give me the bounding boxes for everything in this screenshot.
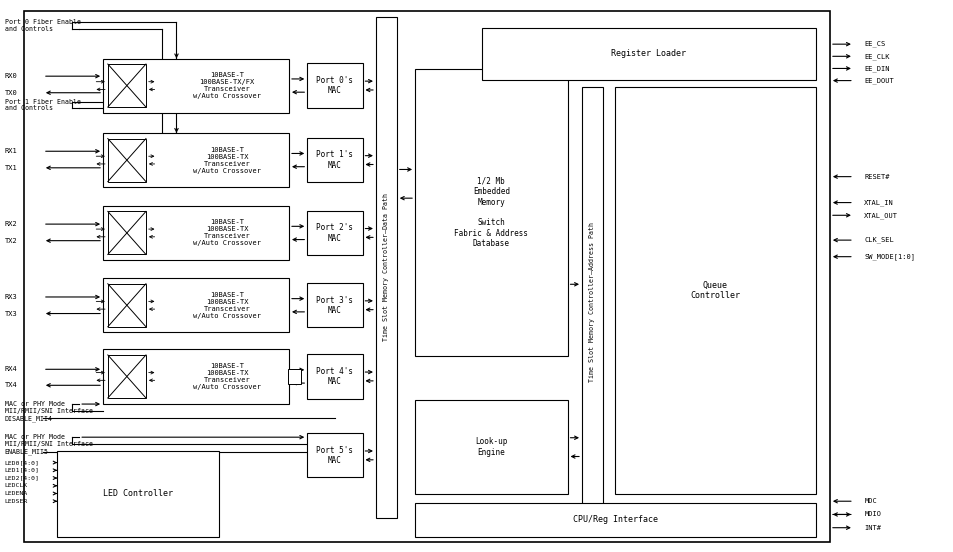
Text: Port 0's
MAC: Port 0's MAC [316, 76, 353, 95]
Text: 10BASE-T
100BASE-TX
Transceiver
w/Auto Crossover: 10BASE-T 100BASE-TX Transceiver w/Auto C… [193, 147, 261, 173]
Text: MAC or PHY Mode: MAC or PHY Mode [5, 401, 65, 407]
Text: MDC: MDC [863, 498, 876, 504]
Text: 1/2 Mb
Embedded
Memory

Switch
Fabric & Address
Database: 1/2 Mb Embedded Memory Switch Fabric & A… [454, 177, 528, 248]
Bar [307, 138, 362, 182]
Text: XTAL_OUT: XTAL_OUT [863, 212, 898, 219]
Text: CPU/Reg Interface: CPU/Reg Interface [572, 516, 658, 524]
Text: TX1: TX1 [5, 165, 17, 171]
Text: 10BASE-T
100BASE-TX
Transceiver
w/Auto Crossover: 10BASE-T 100BASE-TX Transceiver w/Auto C… [193, 292, 261, 319]
Text: EE_CLK: EE_CLK [863, 53, 889, 60]
Bar [108, 139, 146, 182]
Text: EE_DOUT: EE_DOUT [863, 77, 893, 84]
Bar [24, 11, 829, 542]
Text: MDIO: MDIO [863, 512, 881, 517]
Text: 10BASE-T
100BASE-TX
Transceiver
w/Auto Crossover: 10BASE-T 100BASE-TX Transceiver w/Auto C… [193, 363, 261, 390]
Text: LED1[4:0]: LED1[4:0] [5, 468, 40, 473]
Text: CLK_SEL: CLK_SEL [863, 237, 893, 243]
Text: Time Slot Memory Controller—Address Path: Time Slot Memory Controller—Address Path [589, 222, 595, 383]
Bar [415, 503, 815, 537]
Text: MAC or PHY Mode: MAC or PHY Mode [5, 434, 65, 440]
Text: SW_MODE[1:0]: SW_MODE[1:0] [863, 253, 914, 260]
Text: LEDSER: LEDSER [5, 498, 28, 504]
Text: RX2: RX2 [5, 221, 17, 227]
Text: LEDENA: LEDENA [5, 491, 28, 496]
Text: Time Slot Memory Controller—Data Path: Time Slot Memory Controller—Data Path [383, 193, 389, 341]
Bar [108, 211, 146, 254]
Text: DISABLE_MII4: DISABLE_MII4 [5, 415, 52, 422]
Bar [108, 355, 146, 398]
Text: ENABLE_MII5: ENABLE_MII5 [5, 448, 49, 455]
Bar [615, 87, 815, 494]
Text: Port 4's
MAC: Port 4's MAC [316, 367, 353, 386]
Text: and Controls: and Controls [5, 26, 52, 31]
Text: XTAL_IN: XTAL_IN [863, 199, 893, 206]
Bar [581, 87, 602, 518]
Text: Queue
Controller: Queue Controller [690, 281, 740, 300]
Text: Look-up
Engine: Look-up Engine [475, 437, 507, 457]
Text: EE_DIN: EE_DIN [863, 65, 889, 72]
Text: Port 3's
MAC: Port 3's MAC [316, 295, 353, 315]
Text: 10BASE-T
100BASE-TX/FX
Transceiver
w/Auto Crossover: 10BASE-T 100BASE-TX/FX Transceiver w/Aut… [193, 72, 261, 99]
Bar [108, 284, 146, 327]
Bar [103, 133, 289, 187]
Text: RX1: RX1 [5, 148, 17, 154]
Text: 10BASE-T
100BASE-TX
Transceiver
w/Auto Crossover: 10BASE-T 100BASE-TX Transceiver w/Auto C… [193, 220, 261, 246]
Text: TX3: TX3 [5, 311, 17, 316]
Text: LEDCLK: LEDCLK [5, 483, 28, 489]
Bar [108, 64, 146, 107]
Bar [103, 349, 289, 404]
Bar [307, 283, 362, 327]
Bar [415, 69, 567, 356]
Bar [375, 17, 396, 518]
Bar [103, 59, 289, 113]
Bar [103, 206, 289, 260]
Text: INT#: INT# [863, 525, 881, 530]
Text: Port 1 Fiber Enable: Port 1 Fiber Enable [5, 99, 81, 105]
Text: and Controls: and Controls [5, 105, 52, 111]
Text: LED2[4:0]: LED2[4:0] [5, 475, 40, 481]
Text: Port 2's
MAC: Port 2's MAC [316, 223, 353, 243]
Text: Port 1's
MAC: Port 1's MAC [316, 150, 353, 170]
Bar [481, 28, 815, 80]
Text: Register Loader: Register Loader [611, 49, 685, 59]
Text: RX3: RX3 [5, 294, 17, 300]
Bar [307, 433, 362, 477]
Text: Port 0 Fiber Enable: Port 0 Fiber Enable [5, 19, 81, 25]
Text: TX2: TX2 [5, 238, 17, 243]
Bar [307, 211, 362, 255]
Text: Port 5's
MAC: Port 5's MAC [316, 445, 353, 465]
Bar [307, 354, 362, 399]
Text: LED0[4:0]: LED0[4:0] [5, 460, 40, 465]
Bar [415, 400, 567, 494]
Text: EE_CS: EE_CS [863, 41, 884, 47]
Text: LED Controller: LED Controller [103, 489, 173, 498]
Bar [103, 278, 289, 332]
Bar [307, 63, 362, 108]
Text: RX4: RX4 [5, 367, 17, 372]
Text: MII/RMII/SNI Interface: MII/RMII/SNI Interface [5, 442, 92, 447]
Text: TX0: TX0 [5, 90, 17, 95]
Bar [57, 451, 219, 537]
Text: RX0: RX0 [5, 73, 17, 79]
Bar [288, 369, 301, 384]
Text: MII/RMII/SNI Interface: MII/RMII/SNI Interface [5, 408, 92, 414]
Text: TX4: TX4 [5, 383, 17, 388]
Text: RESET#: RESET# [863, 174, 889, 179]
